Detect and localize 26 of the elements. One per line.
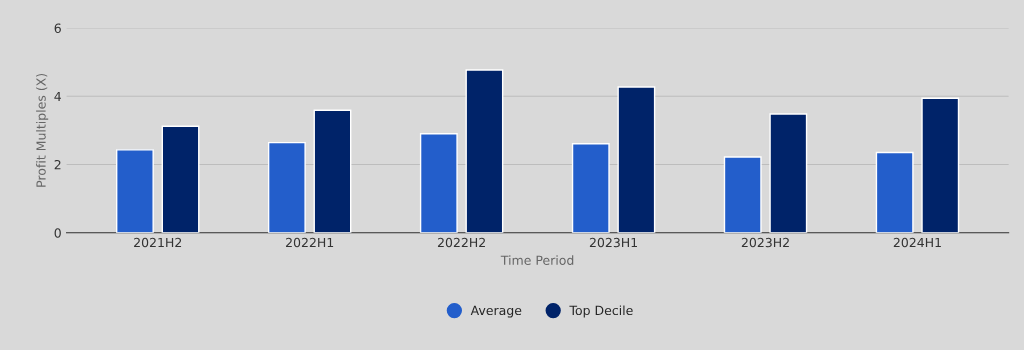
x-tick-label: 2022H1 [286, 237, 334, 248]
y-axis-title: Profit Multiples (X) [36, 73, 49, 187]
y-tick-label: 0 [54, 228, 61, 238]
y-tick-label: 4 [54, 91, 61, 101]
x-axis-title: Time Period [500, 255, 574, 265]
x-tick-label: 2022H2 [437, 237, 485, 248]
x-tick-label: 2024H1 [893, 237, 941, 248]
bar [419, 133, 458, 233]
x-tick-label: 2023H2 [741, 237, 789, 248]
bar [617, 86, 656, 233]
x-tick-label: 2023H1 [589, 237, 637, 248]
bar [465, 69, 504, 233]
bar [116, 149, 154, 233]
bar [875, 151, 914, 233]
bar [723, 156, 762, 233]
bar [769, 113, 808, 233]
bar [921, 97, 960, 233]
y-tick-label: 6 [54, 23, 61, 33]
y-tick-label: 2 [54, 159, 61, 170]
bar [161, 125, 200, 233]
bar [313, 109, 352, 233]
bar [571, 142, 610, 233]
bar [267, 141, 306, 233]
x-tick-label: 2021H2 [134, 237, 182, 248]
legend-label: Average [470, 305, 522, 318]
legend-label: Top Decile [569, 305, 633, 318]
